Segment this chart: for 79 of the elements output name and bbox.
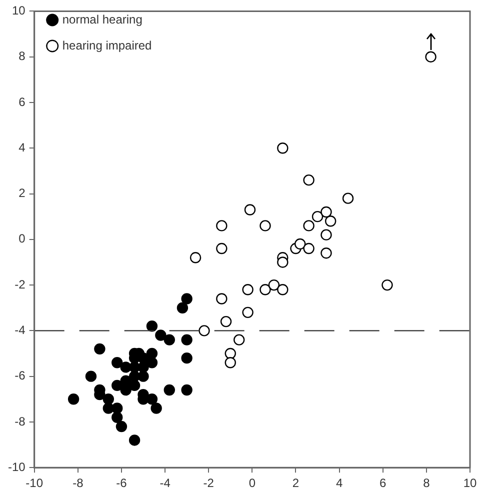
point bbox=[260, 220, 271, 232]
point bbox=[164, 334, 175, 346]
point bbox=[181, 352, 192, 364]
point bbox=[94, 343, 106, 355]
point bbox=[128, 380, 140, 392]
point bbox=[138, 370, 149, 382]
x-tick-label: 8 bbox=[423, 476, 430, 490]
point bbox=[120, 375, 132, 386]
point bbox=[112, 402, 123, 414]
point bbox=[216, 242, 228, 254]
point bbox=[277, 142, 288, 154]
legend-label: hearing impaired bbox=[62, 38, 152, 52]
point bbox=[216, 293, 228, 304]
x-tick-label: -2 bbox=[203, 476, 214, 490]
y-tick-label: 10 bbox=[12, 4, 26, 18]
point bbox=[342, 192, 354, 204]
y-tick-label: -10 bbox=[8, 460, 26, 474]
point bbox=[112, 380, 123, 392]
legend-label: normal hearing bbox=[62, 12, 142, 26]
point bbox=[303, 242, 314, 254]
point bbox=[198, 325, 210, 336]
point bbox=[146, 320, 158, 332]
x-tick-label: 2 bbox=[292, 476, 300, 490]
point bbox=[425, 51, 436, 62]
point bbox=[176, 302, 188, 314]
point bbox=[303, 220, 314, 232]
x-tick-label: 0 bbox=[248, 476, 256, 490]
point bbox=[224, 348, 236, 360]
x-tick-label: -6 bbox=[116, 476, 128, 490]
point bbox=[220, 316, 232, 328]
point bbox=[216, 220, 228, 232]
point bbox=[181, 334, 192, 346]
y-tick-label: -2 bbox=[14, 277, 26, 292]
point bbox=[324, 216, 336, 227]
point bbox=[181, 384, 192, 396]
y-tick-label: 2 bbox=[18, 186, 26, 200]
point bbox=[242, 284, 254, 296]
point bbox=[164, 384, 175, 396]
point bbox=[320, 247, 332, 259]
point bbox=[234, 334, 245, 346]
point bbox=[128, 434, 140, 446]
point bbox=[277, 256, 288, 268]
point bbox=[268, 279, 280, 291]
x-tick-label: 6 bbox=[380, 476, 387, 490]
point bbox=[190, 252, 202, 264]
point bbox=[85, 370, 97, 382]
point bbox=[146, 357, 158, 368]
x-tick-label: -8 bbox=[72, 476, 84, 490]
point bbox=[155, 330, 166, 341]
point bbox=[382, 279, 393, 291]
y-tick-label: 0 bbox=[18, 232, 26, 246]
y-tick-label: -6 bbox=[14, 368, 26, 383]
y-tick-label: 4 bbox=[18, 140, 26, 154]
point bbox=[102, 394, 114, 405]
y-tick-label: 8 bbox=[18, 49, 26, 64]
point bbox=[112, 412, 123, 423]
point bbox=[181, 293, 192, 304]
point bbox=[294, 238, 306, 250]
point bbox=[242, 306, 254, 318]
point bbox=[320, 206, 332, 218]
point bbox=[320, 229, 332, 240]
x-tick-label: -4 bbox=[160, 476, 171, 490]
point bbox=[224, 357, 236, 368]
y-tick-label: -4 bbox=[14, 322, 26, 337]
point bbox=[312, 210, 324, 222]
point bbox=[116, 420, 128, 432]
point bbox=[68, 394, 80, 405]
point bbox=[146, 394, 158, 405]
y-tick-label: 6 bbox=[18, 94, 26, 109]
y-tick-label: -8 bbox=[14, 414, 26, 428]
x-tick-label: 4 bbox=[336, 476, 343, 490]
x-tick-label: 10 bbox=[463, 476, 477, 490]
point bbox=[112, 357, 123, 368]
point bbox=[260, 284, 271, 296]
point bbox=[277, 284, 288, 296]
point bbox=[150, 402, 162, 414]
point bbox=[244, 204, 256, 216]
point bbox=[146, 348, 158, 360]
point bbox=[303, 174, 314, 186]
